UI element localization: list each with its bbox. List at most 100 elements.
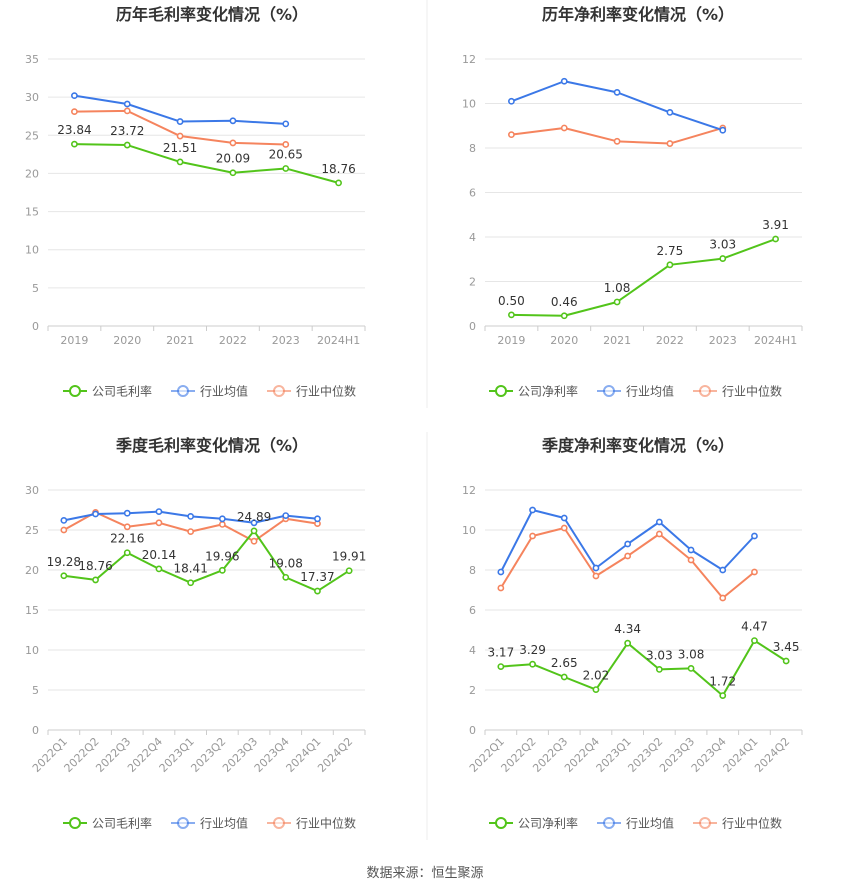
- chart2-y-tick-label: 10: [462, 98, 476, 111]
- chart3-legend-label: 行业均值: [200, 816, 248, 831]
- chart4-data-label: 2.02: [583, 669, 610, 683]
- chart1-x-tick-label: 2024H1: [317, 334, 360, 347]
- chart3-series-point-2: [187, 513, 195, 520]
- chart4-series-point-2: [529, 506, 536, 514]
- chart2-legend-label: 行业中位数: [722, 384, 782, 399]
- chart2-x-tick-label: 2021: [603, 334, 631, 347]
- chart3-series-point-2: [92, 510, 99, 518]
- chart4-series-point-2: [624, 540, 632, 548]
- chart1-y-tick-label: 35: [25, 53, 39, 66]
- chart4-series-point-1: [529, 660, 536, 668]
- chart4-legend-marker-icon: [699, 817, 711, 829]
- chart4-legend-label: 行业中位数: [722, 816, 782, 831]
- chart4-series-point-2: [497, 568, 505, 576]
- chart4-series-point-1: [497, 663, 505, 670]
- chart3-series-point-3: [187, 528, 195, 535]
- chart4-series-point-2: [560, 514, 568, 522]
- chart2-series-point-2: [719, 126, 727, 134]
- chart1-legend-label: 行业中位数: [296, 384, 356, 399]
- chart4-series-line-1: [500, 639, 787, 697]
- chart4-legend-label: 行业均值: [626, 816, 674, 831]
- chart3-series-point-3: [250, 537, 258, 545]
- chart3-y-tick-label: 15: [25, 604, 39, 617]
- chart2-series-line-2: [511, 80, 724, 132]
- chart3-y-tick-label: 20: [25, 564, 39, 577]
- chart2-series-point-1: [613, 298, 621, 306]
- chart4-data-label: 4.34: [614, 622, 641, 636]
- chart2-data-label: 0.46: [551, 295, 578, 309]
- chart3-series-point-2: [314, 515, 321, 523]
- chart3-series-point-1: [314, 587, 321, 595]
- chart4-data-label: 3.03: [646, 648, 673, 662]
- chart4-series-point-2: [592, 564, 600, 572]
- chart1-data-label: 21.51: [163, 141, 197, 155]
- chart4-series-point-1: [719, 692, 727, 699]
- chart2-data-label: 1.08: [604, 281, 631, 295]
- chart3-data-label: 18.76: [78, 559, 112, 573]
- chart4-series-point-3: [529, 532, 536, 540]
- chart4-data-label: 3.08: [678, 647, 705, 661]
- chart4-data-label: 3.29: [519, 643, 546, 657]
- chart4-series-point-1: [687, 665, 695, 672]
- chart4-series-point-2: [687, 546, 695, 554]
- chart3-legend-marker-icon: [273, 817, 285, 829]
- chart1-data-label: 20.09: [216, 152, 250, 166]
- chart3-data-label: 19.91: [332, 550, 366, 564]
- chart1-series-point-3: [71, 108, 78, 116]
- chart1-series-point-1: [71, 140, 78, 148]
- chart2-data-label: 3.03: [709, 238, 736, 252]
- chart3-y-tick-label: 25: [25, 524, 39, 537]
- chart2-y-tick-label: 12: [462, 53, 476, 66]
- chart3-data-label: 24.89: [237, 510, 271, 524]
- chart2-legend-label: 行业均值: [626, 384, 674, 399]
- chart2-x-tick-label: 2022: [656, 334, 684, 347]
- chart4-series-point-2: [751, 532, 758, 540]
- chart4-legend-marker-icon: [603, 817, 615, 829]
- chart3-y-tick-label: 30: [25, 484, 39, 497]
- chart2-series-line-1: [511, 238, 776, 317]
- chart1-series-point-3: [229, 139, 237, 147]
- chart4-series-point-3: [592, 572, 600, 580]
- chart1-legend-label: 行业均值: [200, 384, 248, 399]
- chart1-x-tick-label: 2019: [60, 334, 88, 347]
- chart4-y-tick-label: 4: [469, 644, 476, 657]
- chart3-title: 季度毛利率变化情况（%）: [115, 436, 308, 455]
- chart1-series-point-2: [176, 118, 184, 125]
- chart4-series-point-3: [624, 552, 632, 560]
- chart1-series-point-2: [123, 100, 131, 108]
- chart2-x-tick-label: 2019: [497, 334, 525, 347]
- chart1-x-tick-label: 2020: [113, 334, 141, 347]
- chart4-title: 季度净利率变化情况（%）: [541, 436, 734, 455]
- chart1-series-point-2: [71, 92, 78, 100]
- chart4-y-tick-label: 12: [462, 484, 476, 497]
- chart2-y-tick-label: 2: [469, 276, 476, 289]
- chart4-series-point-1: [782, 657, 790, 665]
- chart3-x-tick-label: 2024Q2: [315, 735, 355, 775]
- chart3-series-line-1: [63, 529, 350, 593]
- chart3-y-tick-label: 0: [32, 724, 39, 737]
- chart3-series-point-1: [250, 527, 258, 535]
- chart1-series-point-3: [176, 132, 184, 140]
- chart4-series-point-1: [751, 637, 758, 644]
- chart3-data-label: 19.96: [205, 549, 239, 563]
- chart2-series-point-3: [560, 124, 568, 132]
- chart1-legend-marker-icon: [69, 385, 81, 397]
- chart2-data-label: 3.91: [762, 218, 789, 232]
- chart3-data-label: 19.08: [269, 556, 303, 570]
- chart3-series-point-2: [250, 519, 258, 527]
- chart2-title: 历年净利率变化情况（%）: [542, 5, 734, 24]
- chart2-y-tick-label: 0: [469, 320, 476, 333]
- chart4-data-label: 2.65: [551, 656, 578, 670]
- chart1-y-tick-label: 30: [25, 91, 39, 104]
- chart3-legend-marker-icon: [69, 817, 81, 829]
- chart2-series-point-3: [508, 131, 515, 139]
- chart2-series-point-1: [719, 255, 727, 262]
- chart3-series-point-2: [60, 517, 68, 524]
- chart3-legend-label: 行业中位数: [296, 816, 356, 831]
- chart4-data-label: 3.45: [773, 640, 800, 654]
- chart1-series-point-1: [335, 179, 342, 187]
- chart2-series-point-2: [613, 88, 621, 96]
- chart3-series-point-1: [123, 549, 131, 557]
- chart1-x-tick-label: 2022: [219, 334, 247, 347]
- chart1-data-label: 18.76: [321, 162, 355, 176]
